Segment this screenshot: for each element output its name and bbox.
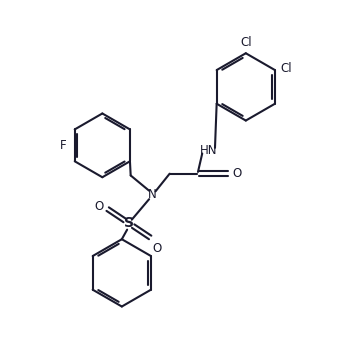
Text: N: N xyxy=(147,188,156,202)
Text: O: O xyxy=(232,167,242,180)
Text: Cl: Cl xyxy=(240,36,252,49)
Text: F: F xyxy=(60,139,66,152)
Text: Cl: Cl xyxy=(280,62,292,75)
Text: O: O xyxy=(95,200,104,213)
Text: O: O xyxy=(152,242,161,255)
Text: HN: HN xyxy=(200,144,217,157)
Text: S: S xyxy=(124,216,134,230)
